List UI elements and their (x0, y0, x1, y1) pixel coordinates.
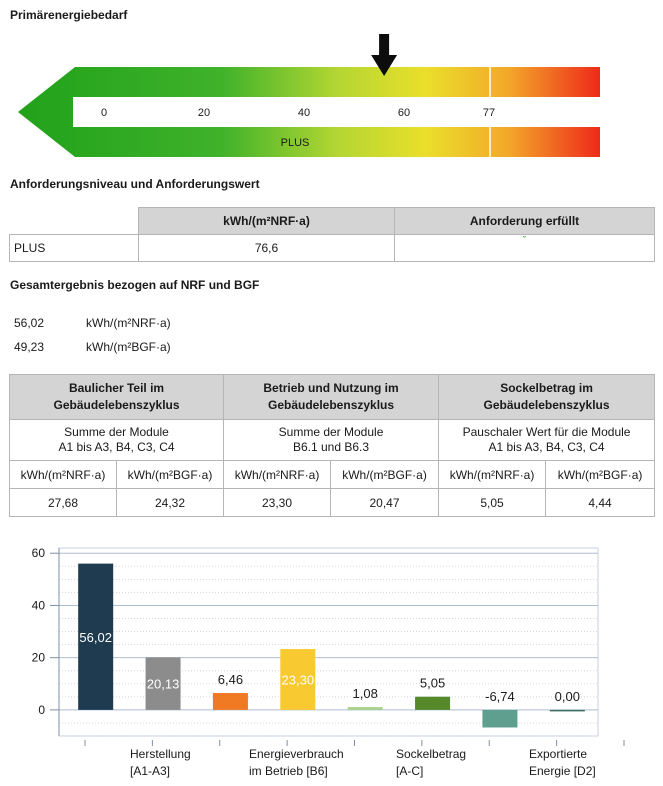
category-label: Exportierte (529, 747, 587, 761)
value-cell: 4,44 (545, 488, 656, 517)
bar-chart: 0 20 40 60 56,02 20,13 6,46 23,30 1,08 5,05 -6,74 0… (32, 546, 625, 778)
lifecycle-table: Baulicher Teil im Gebäudelebenszyklus Bet… (8, 374, 656, 517)
requirement-title: Anforderungsniveau und Anforderungswert (10, 177, 260, 191)
total-nrf-value: 56,02 (14, 316, 45, 330)
group-header-construction: Baulicher Teil im Gebäudelebenszyklus (8, 374, 225, 420)
requirement-table: kWh/(m²NRF·a) Anforderung erfüllt PLUS 7… (9, 207, 655, 262)
data-label: 23,30 (282, 672, 315, 687)
group-desc-base: Pauschaler Wert für die Module A1 bis A3,… (438, 419, 656, 461)
value-cell: 20,47 (330, 488, 440, 517)
unit-cell: kWh/(m²NRF·a) (9, 460, 117, 489)
category-label: [A1-A3] (130, 764, 170, 778)
unit-cell: kWh/(m²NRF·a) (438, 460, 547, 489)
scale-tick-label: 60 (398, 107, 410, 119)
y-tick-label: 60 (32, 546, 46, 560)
group-header-operation: Betrieb und Nutzung im Gebäudelebenszyklu… (223, 374, 440, 420)
total-bgf-value: 49,23 (14, 340, 45, 354)
data-label: 5,05 (420, 676, 445, 691)
requirement-row-label: PLUS (9, 234, 139, 262)
category-label: [A-C] (396, 764, 423, 778)
value-cell: 27,68 (9, 488, 117, 517)
fulfilled-check-icon: ˇ (394, 234, 655, 262)
bar (347, 707, 383, 710)
category-label: Energieverbrauch (249, 747, 344, 761)
col-fulfilled-header: Anforderung erfüllt (394, 207, 655, 235)
col-unit-header: kWh/(m²NRF·a) (138, 207, 395, 235)
value-cell: 24,32 (115, 488, 225, 517)
band-label: PLUS (281, 137, 310, 149)
data-label: 1,08 (353, 686, 378, 701)
bar (415, 696, 451, 710)
requirement-value: 76,6 (138, 234, 395, 262)
unit-cell: kWh/(m²BGF·a) (330, 460, 440, 489)
energy-scale-title: Primärenergiebedarf (10, 8, 128, 22)
category-label: Sockelbetrag (396, 747, 466, 761)
unit-cell: kWh/(m²NRF·a) (223, 460, 332, 489)
energy-arrow-band (18, 67, 600, 157)
scale-tick-label: 40 (298, 107, 310, 119)
scale-tick-label: 77 (483, 107, 495, 119)
pointer-arrow-icon (371, 34, 398, 76)
category-label: im Betrieb [B6] (249, 764, 328, 778)
bar (145, 657, 181, 710)
y-tick-label: 0 (38, 703, 45, 717)
data-label: 20,13 (147, 677, 180, 692)
data-label: 56,02 (79, 630, 112, 645)
group-header-base: Sockelbetrag im Gebäudelebenszyklus (438, 374, 656, 420)
group-desc-construction: Summe der Module A1 bis A3, B4, C3, C4 (8, 419, 225, 461)
bar (212, 693, 248, 710)
value-cell: 23,30 (223, 488, 332, 517)
value-cell: 5,05 (438, 488, 547, 517)
category-label: Energie [D2] (529, 764, 596, 778)
data-label: 6,46 (218, 672, 243, 687)
bar (78, 563, 114, 710)
totals-title: Gesamtergebnis bezogen auf NRF und BGF (10, 278, 260, 292)
bar (549, 709, 585, 712)
energy-scale-graphic: 0 20 40 60 77 PLUS (18, 34, 600, 158)
scale-tick-label: 20 (198, 107, 210, 119)
unit-cell: kWh/(m²BGF·a) (115, 460, 225, 489)
bar (482, 709, 518, 728)
scale-tick-label: 0 (101, 107, 107, 119)
total-bgf-unit: kWh/(m²BGF·a) (86, 340, 171, 354)
data-label: 0,00 (555, 689, 580, 704)
total-nrf-unit: kWh/(m²NRF·a) (86, 316, 171, 330)
group-desc-operation: Summe der Module B6.1 und B6.3 (223, 419, 440, 461)
data-label: -6,74 (485, 689, 515, 704)
y-tick-label: 20 (32, 651, 46, 665)
unit-cell: kWh/(m²BGF·a) (545, 460, 656, 489)
plot-area (58, 547, 599, 737)
y-tick-label: 40 (32, 598, 46, 612)
category-label: Herstellung (130, 747, 191, 761)
bar (280, 649, 316, 710)
